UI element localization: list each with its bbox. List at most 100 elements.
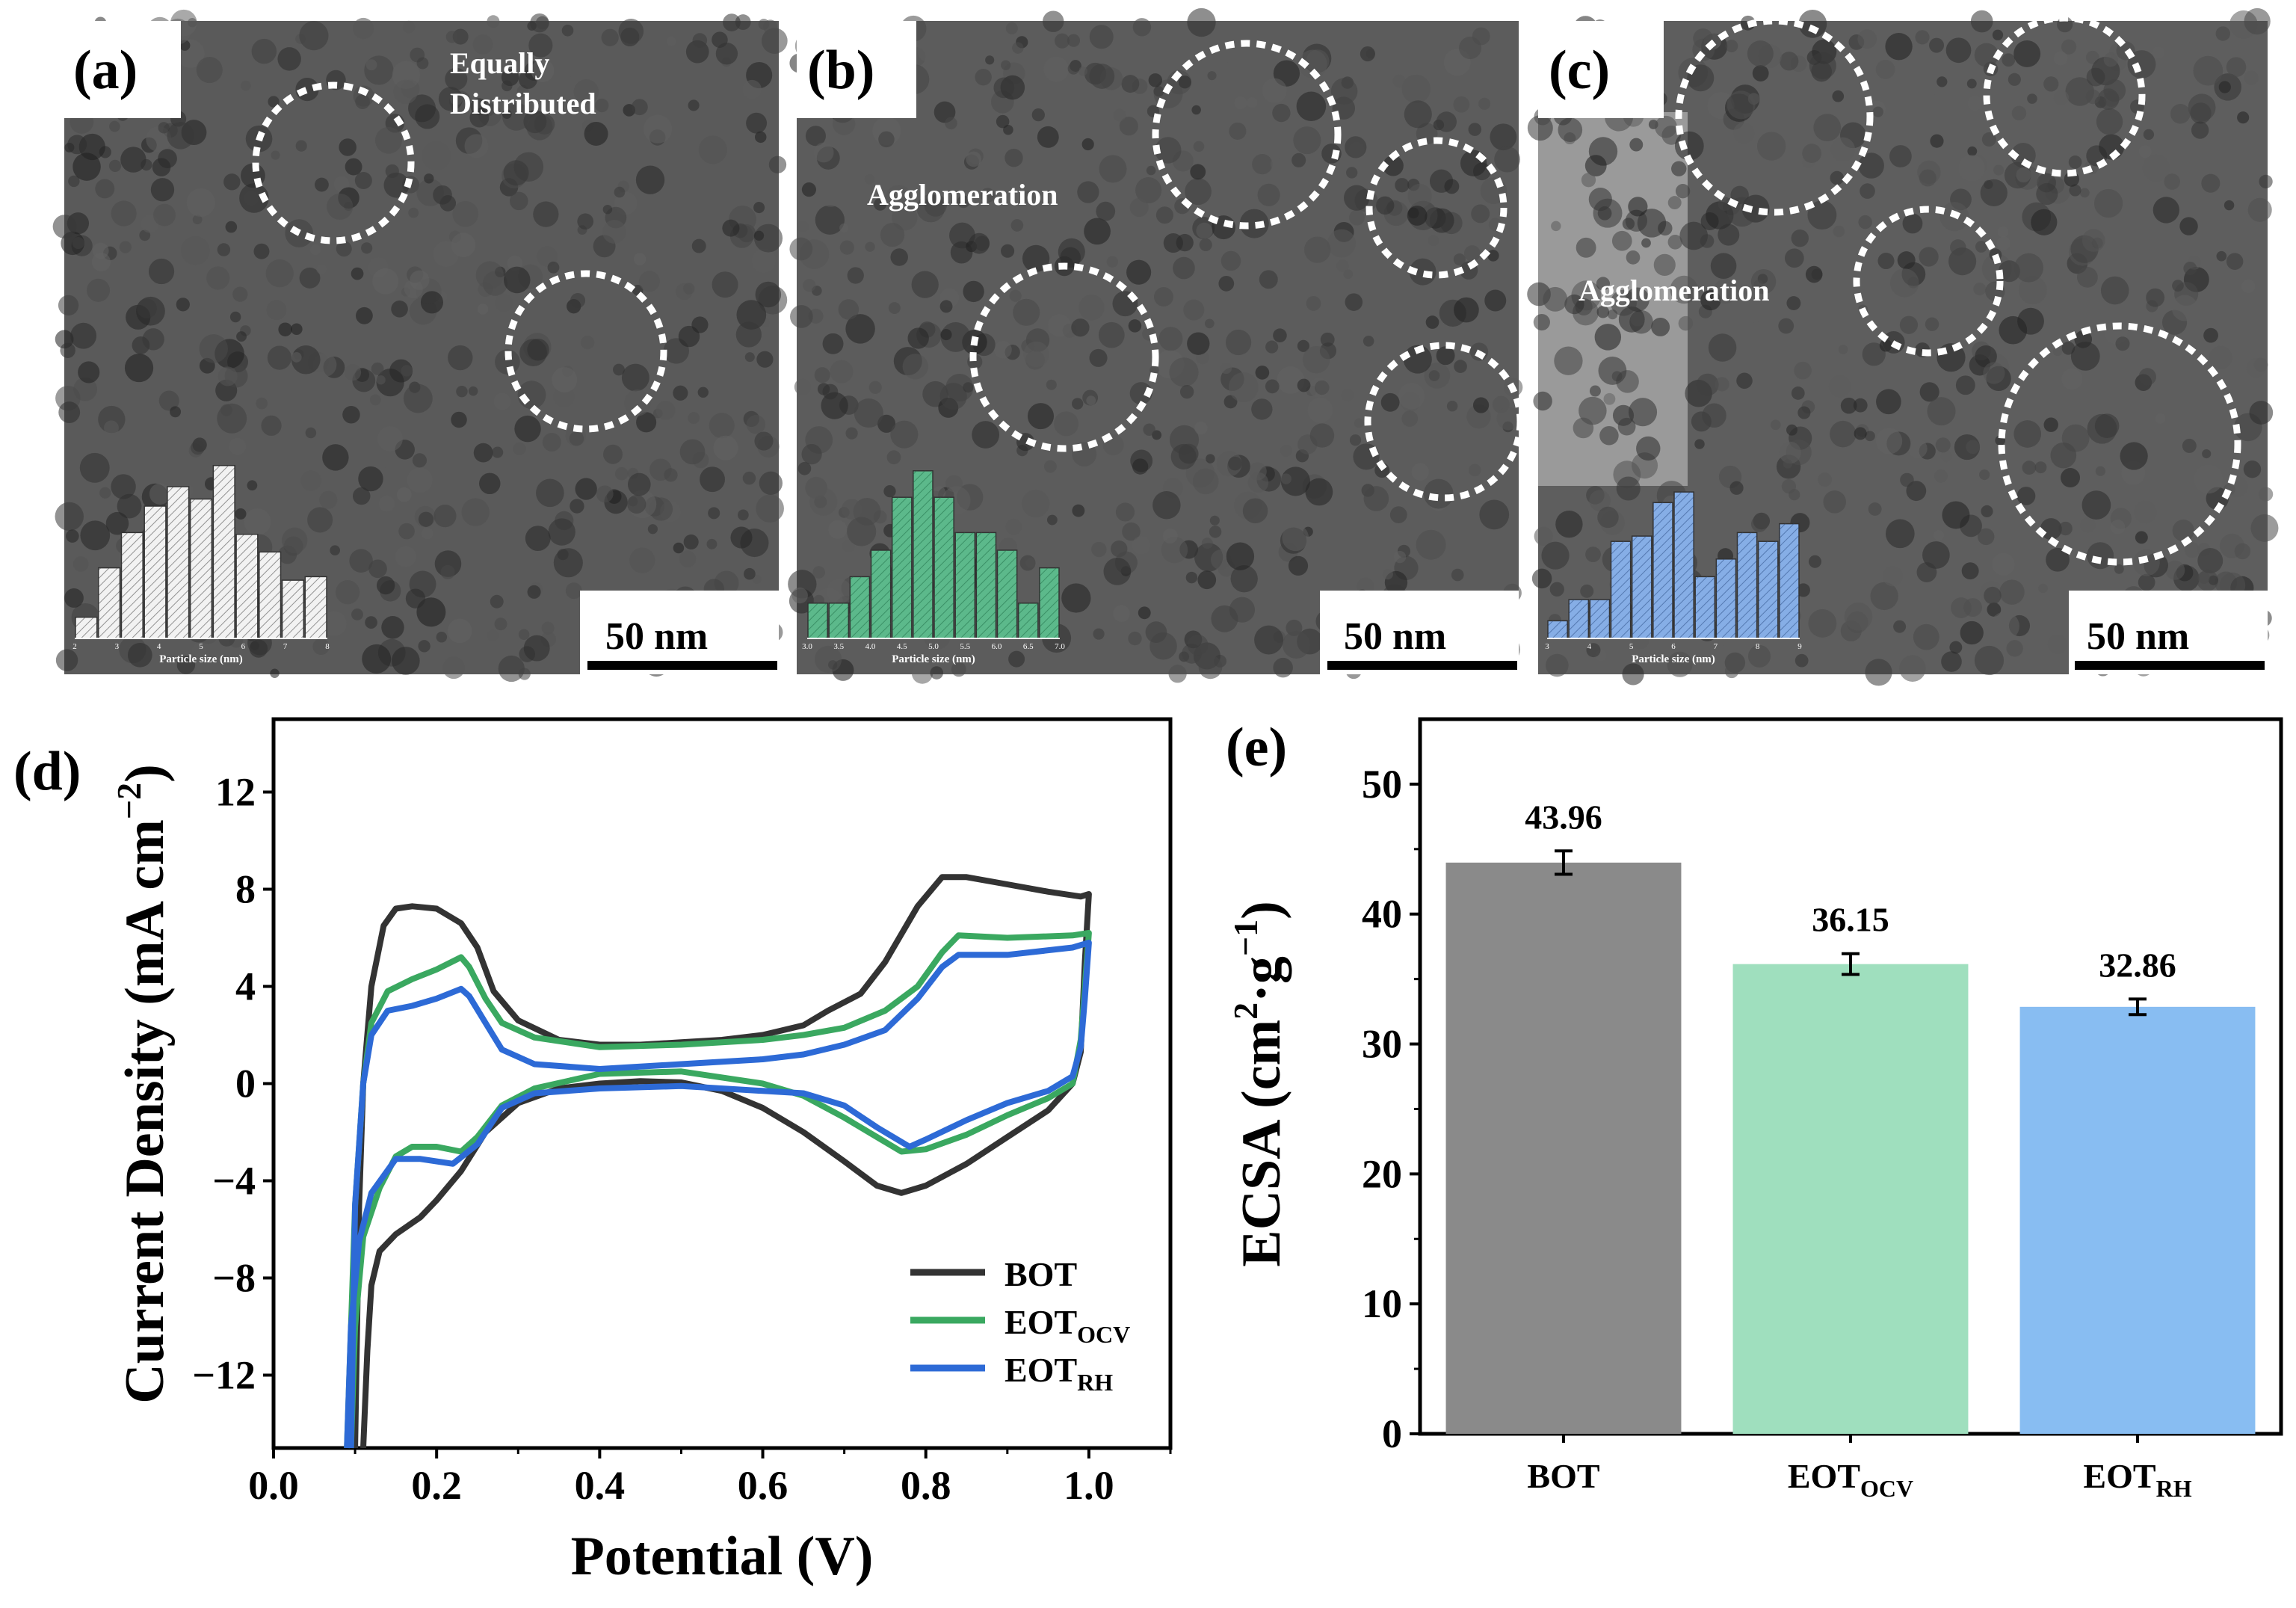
particle (2018, 276, 2047, 305)
particle (1927, 397, 1956, 426)
axis-ticks-d: 0.0 0.2 0.4 0.6 0.8 1.0 −12 −8 −4 0 4 8 12 (192, 770, 1172, 1508)
particle (822, 383, 839, 400)
y-tick-label: −8 (212, 1256, 256, 1301)
particle (1345, 293, 1363, 311)
particle (1882, 565, 1904, 587)
particle (1194, 421, 1208, 435)
particle (647, 524, 658, 535)
particle (277, 47, 301, 71)
particle (1733, 122, 1755, 144)
particle (627, 472, 651, 496)
particle (150, 178, 175, 202)
particle (1401, 410, 1419, 427)
particle (95, 179, 115, 199)
particle (176, 656, 196, 674)
particle (1937, 76, 1948, 87)
particle (1135, 176, 1162, 204)
particle (1209, 526, 1222, 538)
particle (1490, 123, 1517, 151)
particle (1941, 651, 1962, 672)
particle (392, 647, 420, 675)
x-tick-label: 0.8 (901, 1463, 951, 1508)
particle (365, 59, 377, 71)
particle (381, 616, 404, 639)
particle (1273, 328, 1287, 342)
particle (939, 383, 967, 410)
particle (229, 311, 241, 323)
particle (487, 629, 499, 641)
particle (1265, 379, 1280, 394)
particle (1589, 385, 1601, 397)
particle (1975, 345, 1997, 368)
particle (1808, 609, 1837, 638)
particle (1428, 370, 1440, 381)
particle (225, 221, 238, 233)
particle (1336, 259, 1349, 273)
particle (1543, 286, 1568, 312)
particle (963, 280, 984, 303)
particle (498, 655, 525, 683)
particle (939, 300, 953, 313)
histogram-tick-label: 3.5 (833, 642, 844, 651)
particle (679, 550, 697, 568)
particle (67, 135, 87, 155)
particle (1472, 397, 1490, 413)
particle (1178, 76, 1191, 89)
particle (541, 621, 555, 635)
particle (1718, 224, 1740, 246)
particle (1696, 373, 1719, 396)
histogram-bar-hatch (1039, 567, 1059, 638)
particle (1811, 268, 1823, 280)
particle (470, 98, 487, 115)
circle-marker (504, 270, 667, 433)
particle (2134, 500, 2157, 524)
particle (1747, 644, 1771, 668)
particle (1185, 178, 1212, 206)
y-axis-label-d: Current Density (mA cm−2) (110, 764, 176, 1404)
particle (1255, 366, 1270, 380)
particle (58, 295, 79, 316)
particle (1628, 197, 1648, 217)
particle (1031, 108, 1045, 122)
particle (2008, 73, 2021, 86)
particle (1071, 318, 1090, 337)
particle (1919, 382, 1939, 402)
particle (1902, 213, 1923, 234)
particle (1651, 317, 1670, 336)
circle-marker (1998, 322, 2241, 566)
particle (818, 182, 844, 207)
particle (1564, 294, 1584, 315)
particle (629, 547, 655, 573)
particle (170, 406, 182, 418)
particle (2110, 520, 2126, 535)
particle (1702, 403, 1726, 428)
particle (627, 494, 646, 514)
particle (963, 382, 974, 393)
particle (2043, 76, 2059, 92)
scale-bar-a (587, 661, 777, 670)
particle (1865, 659, 1892, 686)
particle (1584, 155, 1607, 177)
histogram-tick-label: 3.0 (802, 642, 812, 651)
bar-EOTOCV (1732, 964, 1969, 1434)
particle (1487, 250, 1499, 262)
particle (351, 609, 363, 620)
particle (1302, 345, 1330, 374)
particle (1444, 179, 1460, 194)
particle (1802, 144, 1821, 164)
particle (980, 188, 996, 203)
particle (1549, 582, 1564, 597)
particle (1794, 361, 1812, 380)
particle (196, 56, 223, 84)
particle (700, 466, 726, 493)
particle (2115, 336, 2130, 351)
particle (2193, 55, 2224, 86)
particle (822, 333, 844, 354)
histogram-bar-hatch (871, 550, 891, 638)
particle (52, 215, 77, 238)
label-box-a (64, 21, 181, 118)
particle (847, 267, 864, 284)
particle (1930, 134, 1944, 148)
histogram-tick-label: 8 (1756, 642, 1760, 651)
particle (830, 360, 854, 383)
